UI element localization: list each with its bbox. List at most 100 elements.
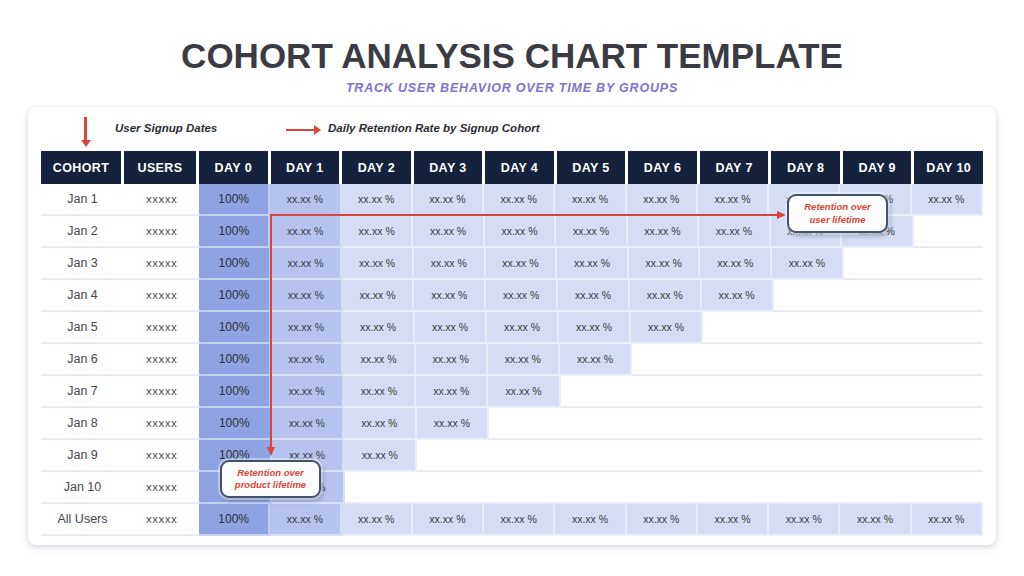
- signup-dates-arrowhead-icon: [81, 140, 91, 147]
- retention-cell: xx.xx %: [486, 280, 558, 312]
- retention-cell: xx.xx %: [628, 216, 699, 248]
- retention-cell: xx.xx %: [912, 184, 983, 216]
- retention-cell: xx.xx %: [912, 504, 983, 536]
- retention-cell: xx.xx %: [343, 312, 415, 344]
- empty-cell: [417, 440, 488, 472]
- retention-cell: xx.xx %: [342, 216, 413, 248]
- retention-cell: xx.xx %: [555, 504, 626, 536]
- retention-cell: xx.xx %: [344, 408, 417, 440]
- retention-cell: xx.xx %: [769, 504, 840, 536]
- retention-cell: xx.xx %: [772, 248, 844, 280]
- retention-arrowhead-right-icon: [777, 211, 786, 219]
- header-cell: USERS: [124, 151, 199, 184]
- retention-cell: xx.xx %: [342, 184, 413, 216]
- empty-cell: [703, 312, 773, 344]
- retention-cell: xx.xx %: [270, 504, 341, 536]
- retention-cell: xx.xx %: [486, 248, 558, 280]
- retention-cell: xx.xx %: [557, 248, 629, 280]
- table-header-row: COHORTUSERSDAY 0DAY 1DAY 2DAY 3DAY 4DAY …: [41, 151, 983, 184]
- header-cell: COHORT: [41, 151, 124, 184]
- retention-cell: xx.xx %: [413, 184, 484, 216]
- retention-cell: xx.xx %: [555, 184, 626, 216]
- empty-cell: [630, 408, 701, 440]
- empty-cell: [773, 344, 843, 376]
- retention-cell: xx.xx %: [698, 504, 769, 536]
- retention-cell: xx.xx %: [484, 184, 555, 216]
- retention-rate-arrowhead-icon: [314, 125, 321, 135]
- retention-cell: xx.xx %: [627, 504, 698, 536]
- retention-cell: xx.xx %: [342, 504, 413, 536]
- retention-cell: xx.xx %: [631, 312, 703, 344]
- empty-cell: [416, 472, 487, 504]
- cohort-label: All Users: [41, 504, 124, 536]
- header-cell: DAY 4: [485, 151, 557, 184]
- cohort-label: Jan 8: [41, 408, 124, 440]
- cohort-label: Jan 4: [41, 280, 124, 312]
- retention-cell: xx.xx %: [413, 504, 484, 536]
- signup-dates-arrow-icon: [84, 117, 87, 140]
- retention-cell: xx.xx %: [270, 184, 341, 216]
- users-value: xxxxx: [124, 408, 199, 440]
- table-row: All Usersxxxxx100%xx.xx %xx.xx %xx.xx %x…: [41, 504, 983, 536]
- retention-cell: xx.xx %: [413, 216, 484, 248]
- empty-cell: [843, 312, 913, 344]
- retention-cell: 100%: [199, 280, 271, 312]
- users-value: xxxxx: [124, 504, 199, 536]
- header-cell: DAY 10: [914, 151, 983, 184]
- empty-cell: [770, 472, 841, 504]
- header-cell: DAY 6: [628, 151, 700, 184]
- table-row: Jan 6xxxxx100%xx.xx %xx.xx %xx.xx %xx.xx…: [41, 344, 983, 376]
- signup-arrowhead-down-icon: [267, 447, 275, 456]
- header-cell: DAY 0: [199, 151, 271, 184]
- users-value: xxxxx: [124, 216, 199, 248]
- users-value: xxxxx: [124, 344, 199, 376]
- retention-cell: xx.xx %: [344, 376, 416, 408]
- retention-cell: xx.xx %: [415, 312, 487, 344]
- page: COHORT ANALYSIS CHART TEMPLATE TRACK USE…: [0, 0, 1024, 576]
- table-row: Jan 8xxxxx100%xx.xx %xx.xx %xx.xx %: [41, 408, 983, 440]
- empty-cell: [773, 312, 843, 344]
- empty-cell: [489, 408, 560, 440]
- empty-cell: [701, 408, 772, 440]
- empty-cell: [842, 376, 912, 408]
- empty-cell: [913, 280, 983, 312]
- header-cell: DAY 8: [771, 151, 843, 184]
- retention-cell: xx.xx %: [560, 344, 632, 376]
- header-cell: DAY 2: [342, 151, 414, 184]
- table-row: Jan 3xxxxx100%xx.xx %xx.xx %xx.xx %xx.xx…: [41, 248, 983, 280]
- retention-cell: 100%: [199, 184, 270, 216]
- retention-cell: xx.xx %: [700, 248, 772, 280]
- retention-cell: xx.xx %: [271, 344, 343, 376]
- empty-cell: [488, 440, 559, 472]
- retention-cell: xx.xx %: [272, 408, 345, 440]
- retention-cell: xx.xx %: [342, 248, 414, 280]
- cohort-label: Jan 3: [41, 248, 124, 280]
- empty-cell: [629, 440, 700, 472]
- retention-cell: xx.xx %: [271, 280, 343, 312]
- empty-cell: [702, 376, 772, 408]
- retention-arrow-horizontal: [270, 214, 777, 216]
- retention-cell: xx.xx %: [488, 344, 560, 376]
- empty-cell: [487, 472, 558, 504]
- table-row: Jan 9xxxxx100%xx.xx %xx.xx %: [41, 440, 983, 472]
- chart-card: User Signup Dates Daily Retention Rate b…: [28, 107, 996, 545]
- users-value: xxxxx: [124, 280, 199, 312]
- empty-cell: [771, 408, 842, 440]
- empty-cell: [700, 440, 771, 472]
- retention-cell: 100%: [199, 504, 270, 536]
- empty-cell: [628, 472, 699, 504]
- table-row: Jan 10xxxxx100%xx.xx %: [41, 472, 983, 504]
- retention-cell: xx.xx %: [487, 312, 559, 344]
- callout-product-lifetime: Retention over product lifetime: [220, 460, 321, 498]
- retention-cell: xx.xx %: [343, 344, 415, 376]
- cohort-label: Jan 2: [41, 216, 124, 248]
- empty-cell: [844, 248, 914, 280]
- signup-arrow-vertical: [270, 214, 272, 447]
- empty-cell: [631, 376, 701, 408]
- retention-cell: xx.xx %: [702, 280, 774, 312]
- empty-cell: [774, 280, 844, 312]
- cohort-label: Jan 6: [41, 344, 124, 376]
- empty-cell: [561, 376, 631, 408]
- empty-cell: [913, 376, 983, 408]
- retention-cell: 100%: [199, 248, 271, 280]
